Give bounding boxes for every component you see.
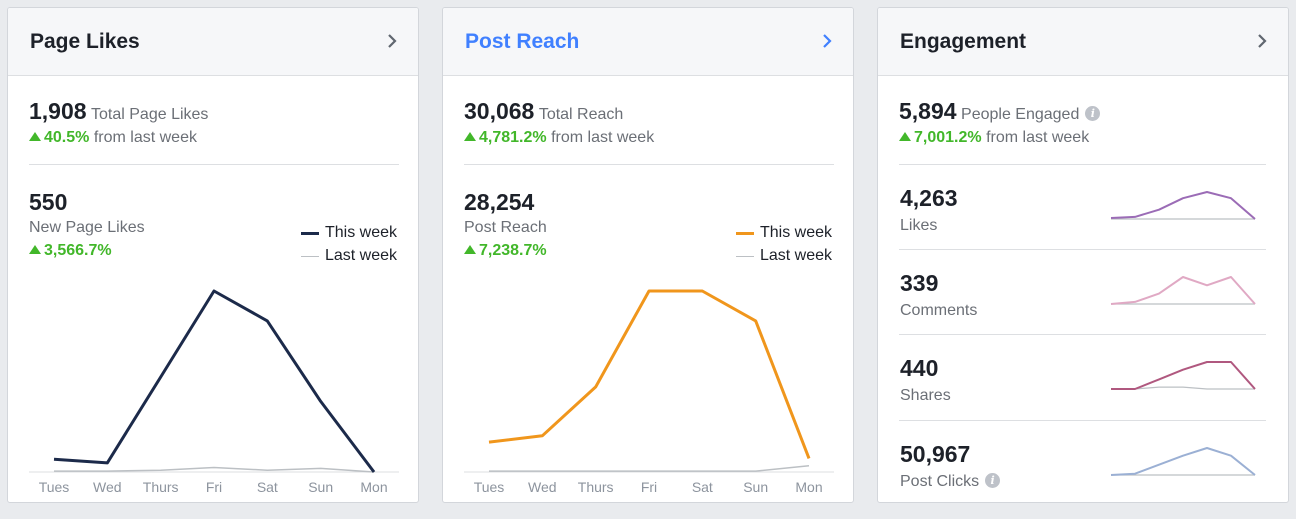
people-engaged: 5,894 People Engaged i bbox=[899, 98, 1101, 125]
total-reach: 30,068 Total Reach bbox=[464, 98, 623, 125]
x-tick-label: Sat bbox=[692, 479, 713, 495]
comments-value: 339 bbox=[900, 270, 939, 296]
page-likes-title[interactable]: Page Likes bbox=[30, 30, 140, 53]
x-tick-label: Wed bbox=[93, 479, 122, 495]
post-reach-card: Post Reach 30,068 Total Reach 4,781.2% f… bbox=[442, 7, 854, 503]
x-tick-label: Thurs bbox=[143, 479, 179, 495]
post-clicks-sparkline bbox=[1110, 447, 1256, 476]
divider bbox=[899, 420, 1266, 421]
total-reach-value: 30,068 bbox=[464, 98, 535, 124]
engagement-row-likes[interactable]: 4,263 Likes bbox=[900, 165, 1266, 250]
up-arrow-icon bbox=[29, 132, 41, 141]
x-tick-label: Fri bbox=[641, 479, 657, 495]
shares-value: 440 bbox=[900, 355, 939, 381]
info-icon[interactable]: i bbox=[985, 473, 1001, 488]
comments-label: Comments bbox=[900, 302, 978, 319]
up-arrow-icon bbox=[29, 245, 41, 254]
likes-sparkline bbox=[1110, 191, 1256, 220]
legend-this-week: This week bbox=[735, 224, 832, 242]
x-tick-label: Sat bbox=[257, 479, 278, 495]
likes-label: Likes bbox=[900, 217, 938, 234]
total-page-likes-change: 40.5% from last week bbox=[29, 129, 197, 147]
shares-label: Shares bbox=[900, 387, 951, 404]
page-likes-chart: Tues Wed Thurs Fri Sat Sun Mon bbox=[29, 289, 399, 495]
up-arrow-icon bbox=[464, 132, 476, 141]
sparkline-this-week bbox=[1110, 447, 1256, 476]
page-likes-header[interactable]: Page Likes bbox=[8, 8, 418, 76]
series-last-week-line bbox=[54, 466, 375, 473]
x-tick-label: Sun bbox=[743, 479, 768, 495]
people-engaged-change: 7,001.2% from last week bbox=[899, 129, 1089, 147]
sparkline-this-week bbox=[1110, 191, 1256, 220]
total-page-likes-label: Total Page Likes bbox=[91, 106, 209, 123]
engagement-card: Engagement 5,894 People Engaged i 7,001.2… bbox=[877, 7, 1289, 503]
legend-last-week: Last week bbox=[735, 247, 832, 265]
total-reach-change: 4,781.2% from last week bbox=[464, 129, 654, 147]
x-tick-label: Wed bbox=[528, 479, 557, 495]
post-clicks-label-wrap: Post Clicks i bbox=[900, 473, 1001, 491]
legend-swatch bbox=[735, 255, 754, 257]
divider bbox=[899, 164, 1266, 165]
likes-value: 4,263 bbox=[900, 185, 958, 211]
post-reach-change: 7,238.7% bbox=[464, 242, 547, 260]
sparkline-this-week bbox=[1111, 361, 1256, 390]
divider bbox=[899, 249, 1266, 250]
post-reach-value: 28,254 bbox=[464, 189, 535, 215]
legend-swatch bbox=[735, 231, 754, 235]
total-page-likes: 1,908 Total Page Likes bbox=[29, 98, 208, 125]
post-reach-title[interactable]: Post Reach bbox=[465, 30, 580, 53]
chevron-right-icon[interactable] bbox=[1254, 32, 1270, 50]
legend-swatch bbox=[300, 255, 319, 257]
x-tick-label: Sun bbox=[308, 479, 333, 495]
post-clicks-label: Post Clicks bbox=[900, 473, 980, 490]
post-clicks-value: 50,967 bbox=[900, 441, 971, 467]
divider bbox=[29, 164, 399, 165]
page-likes-card: Page Likes 1,908 Total Page Likes 40.5% … bbox=[7, 7, 419, 503]
x-tick-label: Tues bbox=[39, 479, 70, 495]
total-page-likes-value: 1,908 bbox=[29, 98, 87, 124]
engagement-title[interactable]: Engagement bbox=[900, 30, 1027, 53]
x-tick-label: Thurs bbox=[578, 479, 614, 495]
x-tick-label: Tues bbox=[474, 479, 505, 495]
series-this-week-line bbox=[53, 289, 376, 473]
total-reach-label: Total Reach bbox=[538, 106, 624, 123]
x-tick-label: Mon bbox=[795, 479, 822, 495]
engagement-row-shares[interactable]: 440 Shares bbox=[900, 335, 1266, 420]
series-this-week-line bbox=[488, 289, 811, 459]
divider bbox=[464, 164, 834, 165]
up-arrow-icon bbox=[899, 132, 911, 141]
x-tick-label: Mon bbox=[360, 479, 387, 495]
shares-sparkline bbox=[1111, 361, 1256, 390]
legend-swatch bbox=[300, 231, 319, 235]
new-page-likes-label: New Page Likes bbox=[29, 219, 145, 236]
engagement-header[interactable]: Engagement bbox=[878, 8, 1288, 76]
sparkline-this-week bbox=[1110, 276, 1256, 305]
info-icon[interactable]: i bbox=[1085, 106, 1101, 121]
divider bbox=[899, 334, 1266, 335]
up-arrow-icon bbox=[464, 245, 476, 254]
chevron-right-icon[interactable] bbox=[819, 32, 835, 50]
x-tick-label: Fri bbox=[206, 479, 222, 495]
comments-sparkline bbox=[1110, 276, 1256, 305]
post-reach-chart: Tues Wed Thurs Fri Sat Sun Mon bbox=[464, 289, 834, 495]
legend-this-week: This week bbox=[300, 224, 397, 242]
people-engaged-value: 5,894 bbox=[899, 98, 957, 124]
series-last-week-line bbox=[489, 464, 810, 472]
engagement-row-post-clicks[interactable]: 50,967 Post Clicks i bbox=[900, 421, 1266, 502]
post-reach-header[interactable]: Post Reach bbox=[443, 8, 853, 76]
legend-last-week: Last week bbox=[300, 247, 397, 265]
engagement-row-comments[interactable]: 339 Comments bbox=[900, 250, 1266, 335]
post-reach-label: Post Reach bbox=[464, 219, 547, 236]
chevron-right-icon[interactable] bbox=[384, 32, 400, 50]
people-engaged-label: People Engaged bbox=[961, 106, 1080, 123]
new-page-likes-value: 550 bbox=[29, 189, 68, 215]
new-page-likes-change: 3,566.7% bbox=[29, 242, 112, 260]
